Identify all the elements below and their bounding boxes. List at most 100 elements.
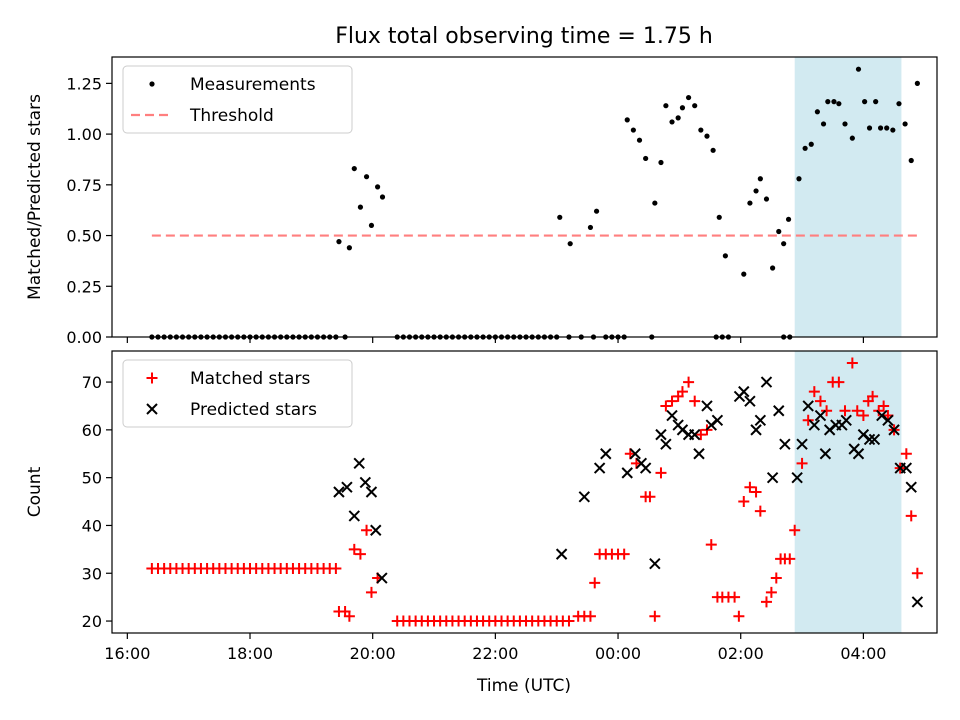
data-point (679, 105, 686, 111)
axes-frame (111, 350, 938, 634)
data-point (361, 524, 373, 536)
y-tick-label: 70 (82, 373, 102, 392)
x-tick-label: 20:00 (350, 644, 396, 663)
data-point (905, 481, 917, 493)
legend-label: Predicted stars (190, 400, 317, 420)
data-point (750, 424, 762, 436)
axes-frame (111, 56, 938, 338)
x-tick-label: 04:00 (840, 644, 886, 663)
data-point (351, 165, 357, 172)
data-point (840, 414, 852, 427)
data-point (705, 539, 717, 551)
y-tick-label: 50 (82, 469, 102, 488)
data-point (729, 591, 741, 603)
data-point (348, 543, 360, 555)
y-tick-label: 40 (82, 516, 102, 535)
data-point (911, 596, 924, 608)
data-point (666, 395, 678, 407)
data-point (789, 524, 801, 536)
data-point (644, 491, 656, 503)
y-tick-label: 20 (82, 612, 102, 631)
data-point (587, 224, 594, 231)
chart-title: Flux total observing time = 1.75 h (335, 24, 713, 49)
data-point (675, 115, 681, 121)
data-point (666, 409, 678, 422)
data-point (589, 577, 601, 589)
data-point (658, 159, 664, 166)
y-axis-label: Count (25, 466, 45, 517)
data-point (669, 119, 675, 125)
data-point (379, 194, 386, 200)
data-point (363, 174, 370, 180)
x-tick-label: 22:00 (472, 644, 518, 663)
data-point (365, 486, 378, 498)
data-point (630, 127, 636, 133)
data-point (825, 99, 831, 105)
data-point (584, 610, 596, 622)
highlight-span (794, 351, 902, 633)
data-point (357, 204, 364, 210)
data-point (346, 245, 352, 251)
data-point (649, 610, 661, 622)
x-tick-label: 18:00 (227, 644, 273, 663)
data-point (353, 457, 365, 470)
data-point (578, 491, 591, 503)
x-tick-label: 16:00 (104, 644, 150, 663)
legend-box (122, 65, 353, 134)
data-point (814, 109, 820, 115)
data-point (836, 101, 842, 107)
data-point (754, 414, 767, 427)
x-tick-label: 00:00 (595, 644, 641, 663)
data-point (796, 438, 808, 450)
data-point (722, 253, 728, 259)
data-point (738, 496, 750, 508)
legend-label: Matched stars (190, 369, 310, 389)
data-point (820, 121, 827, 127)
data-point (873, 99, 879, 105)
data-point (911, 567, 923, 579)
legend-handle (146, 403, 158, 415)
data-point (779, 438, 791, 450)
data-point (839, 405, 851, 417)
data-point (808, 141, 814, 147)
data-point (808, 386, 820, 398)
data-point (563, 615, 575, 627)
data-point (343, 610, 355, 622)
data-point (652, 200, 658, 206)
data-point (791, 471, 803, 484)
data-point (741, 271, 747, 277)
series-1 (146, 357, 923, 627)
data-point (765, 586, 777, 598)
data-point (796, 457, 808, 469)
data-point (896, 101, 902, 107)
data-point (900, 462, 913, 474)
data-point (821, 405, 833, 417)
data-point (716, 214, 722, 220)
panel-2: 20 30 40 50 60 70 16:00 18:00 20:00 22:00 00:00 02:… (25, 350, 938, 663)
data-point (796, 176, 802, 182)
data-point (593, 208, 600, 214)
data-point (852, 448, 865, 460)
data-point (802, 414, 814, 426)
data-point (660, 438, 672, 450)
data-point (655, 428, 667, 441)
data-point (819, 448, 832, 460)
data-point (368, 222, 375, 229)
data-point (698, 127, 704, 133)
data-point (753, 188, 759, 194)
data-point (842, 121, 848, 127)
data-point (902, 121, 908, 127)
legend-handle (149, 81, 155, 87)
y-tick-label: 0.50 (66, 227, 102, 246)
y-axis-label: Matched/Predicted stars (25, 94, 45, 300)
data-point (689, 428, 701, 441)
data-point (704, 133, 710, 139)
data-point (855, 66, 862, 72)
data-point (878, 400, 890, 412)
data-point (692, 103, 698, 109)
data-point (760, 596, 772, 608)
data-point (760, 376, 773, 388)
data-point (693, 448, 705, 460)
data-point (884, 125, 890, 131)
